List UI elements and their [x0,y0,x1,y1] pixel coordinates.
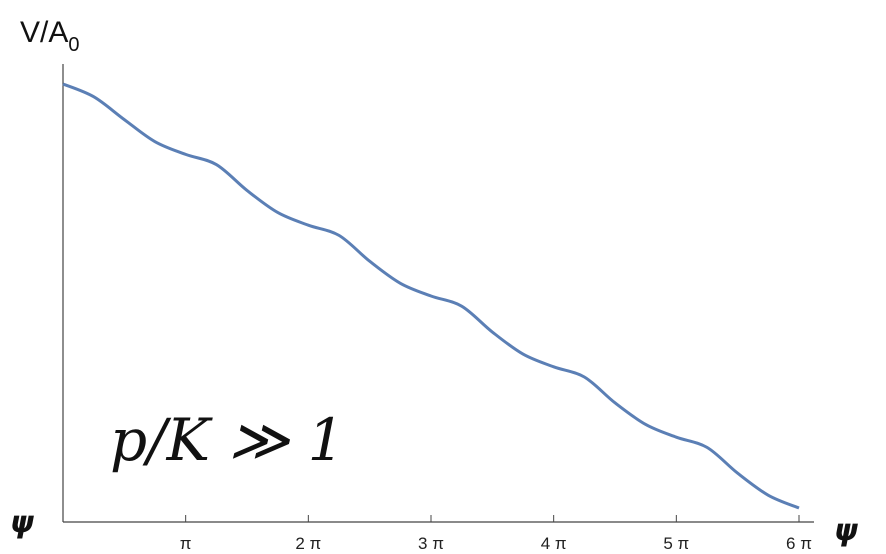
y-axis-label-subscript: 0 [68,34,79,56]
annotation-text: p/K ≫ 1 [110,406,345,474]
x-axis-label-left: ψ [10,505,34,540]
x-tick-label: 2 π [295,534,321,553]
x-ticks: π 2 π 3 π 4 π 5 π 6 π [180,515,812,553]
x-tick-label: 5 π [663,534,689,553]
x-tick-label: 6 π [786,534,812,553]
x-axis-label-right: ψ [834,513,858,548]
x-tick-label: π [180,534,192,553]
x-tick-label: 4 π [541,534,567,553]
x-tick-label: 3 π [418,534,444,553]
series-line [62,82,800,510]
y-axis-label: V/A0 [20,16,79,56]
